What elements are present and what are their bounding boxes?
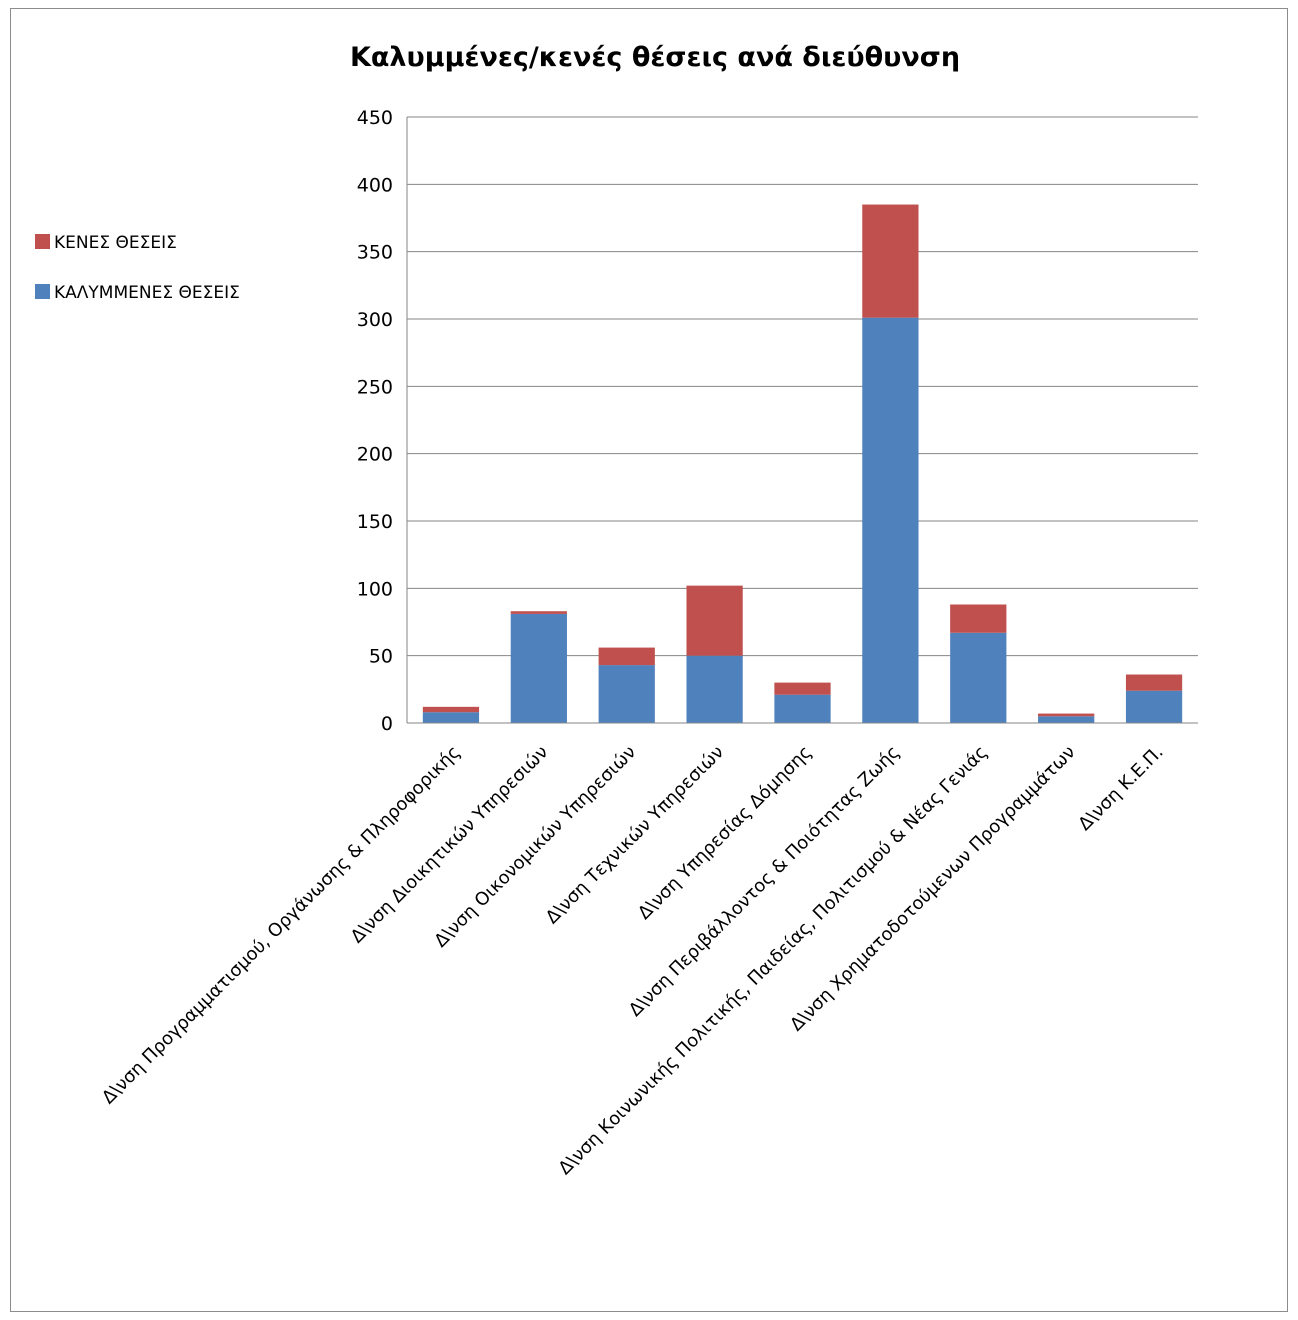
x-category-label: Δ\νση Υπηρεσίας Δόμησης <box>634 742 816 924</box>
bar-vacant-6 <box>862 204 919 318</box>
chart-svg: Καλυμμένες/κενές θέσεις ανά διεύθυνση 0 5… <box>35 42 1198 1179</box>
y-tick-label: 300 <box>357 309 393 331</box>
bar-vacant-4 <box>686 585 743 656</box>
y-tick-label: 0 <box>381 713 393 735</box>
y-tick-label: 350 <box>357 242 393 264</box>
bar-vacant-3 <box>598 647 655 666</box>
bar-filled-2 <box>510 613 567 723</box>
x-category-label: Δ\νση Κ.Ε.Π. <box>1074 742 1167 835</box>
bar-filled-9 <box>1125 690 1183 723</box>
y-tick-label: 150 <box>357 511 393 533</box>
bar-filled-3 <box>598 665 655 723</box>
bar-filled-5 <box>774 694 831 723</box>
y-tick-label: 50 <box>369 646 393 668</box>
bar-vacant-9 <box>1125 674 1183 691</box>
x-category-label: Δ\νση Κοινωνικής Πολιτικής, Παιδείας, Πο… <box>554 742 991 1179</box>
bar-filled-1 <box>422 712 480 723</box>
y-tick-label: 200 <box>357 444 393 466</box>
legend-swatch <box>35 284 50 299</box>
legend-label: ΚΕΝΕΣ ΘΕΣΕΙΣ <box>54 233 177 253</box>
y-axis-ticks: 0 50 100 150 200 250 300 350 400 450 <box>357 107 393 735</box>
y-tick-label: 250 <box>357 376 393 398</box>
bar-vacant-5 <box>774 682 831 695</box>
axes <box>406 117 1198 724</box>
legend: ΚΕΝΕΣ ΘΕΣΕΙΣ ΚΑΛΥΜΜΕΝΕΣ ΘΕΣΕΙΣ <box>35 233 240 303</box>
x-category-label: Δ\νση Προγραμματισμού, Οργάνωσης & Πληρο… <box>98 742 465 1109</box>
y-tick-label: 450 <box>357 107 393 129</box>
chart-frame: Καλυμμένες/κενές θέσεις ανά διεύθυνση 0 5… <box>10 8 1288 1312</box>
legend-swatch <box>35 234 50 249</box>
bar-vacant-8 <box>1038 713 1095 717</box>
bar-filled-6 <box>862 317 919 723</box>
y-tick-label: 100 <box>357 578 393 600</box>
bar-vacant-7 <box>950 604 1007 633</box>
bar-filled-4 <box>686 655 743 723</box>
x-axis-categories: Δ\νση Προγραμματισμού, Οργάνωσης & Πληρο… <box>98 742 1168 1179</box>
x-category-label: Δ\νση Τεχνικών Υπηρεσιών <box>542 742 728 928</box>
bar-filled-7 <box>950 632 1007 723</box>
legend-label: ΚΑΛΥΜΜΕΝΕΣ ΘΕΣΕΙΣ <box>54 283 240 303</box>
bar-vacant-2 <box>510 611 567 614</box>
y-tick-label: 400 <box>357 174 393 196</box>
chart-title: Καλυμμένες/κενές θέσεις ανά διεύθυνση <box>350 42 960 73</box>
bar-filled-8 <box>1038 716 1095 723</box>
bar-vacant-1 <box>422 706 480 713</box>
gridlines <box>407 116 1198 657</box>
bars <box>422 204 1183 723</box>
